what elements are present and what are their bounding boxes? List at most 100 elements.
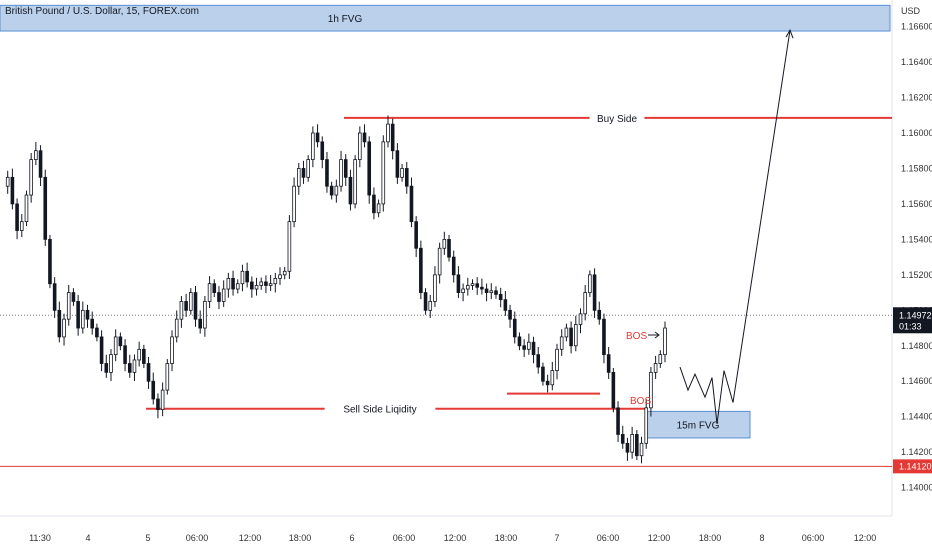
candle-body [250,281,254,290]
candle [57,301,62,343]
candle [231,270,235,296]
candle-body [362,132,367,143]
candle-body [156,398,160,411]
candle-body [545,380,550,386]
candle-body [24,194,29,223]
time-tick-label: 12:00 [648,533,671,543]
candle-body [15,203,19,231]
candle [466,277,470,296]
price-tick-label: 1.16000 [901,128,932,138]
candle [573,315,578,352]
candle [207,276,212,309]
projection-arrowhead [785,28,794,39]
candle-body [456,274,461,293]
candle [189,288,193,315]
candle [531,336,536,364]
candle [156,393,160,419]
candle [24,190,29,227]
candle [606,347,611,379]
candle-body [404,168,409,187]
candle [480,278,484,295]
candle [343,154,348,187]
candle [470,279,475,290]
time-tick-label: 7 [554,533,559,543]
candle [489,283,494,300]
candle [99,330,104,372]
candle-body [264,281,268,286]
time-tick-label: 06:00 [802,533,825,543]
candle-body [273,277,278,285]
candle-body [451,256,456,276]
price-tick-label: 1.16400 [901,57,932,67]
time-tick-label: 06:00 [393,533,416,543]
fvg-zone-label: 1h FVG [328,14,363,25]
candle [597,301,602,325]
candle [348,169,353,211]
candle-body [85,309,90,320]
candle-body [268,283,273,286]
fvg-zone-label: 15m FVG [677,421,720,432]
candle [5,170,10,194]
candle-body [390,123,395,152]
candle [38,145,43,187]
candle [240,264,245,292]
candle-body [5,176,10,187]
candle [104,354,109,378]
candle [409,177,414,228]
candle-body [536,354,541,368]
candle-body [287,221,292,272]
candle [386,115,390,148]
candle [437,242,442,284]
low-price-badge [893,459,932,474]
candle-body [43,176,48,240]
candle [456,266,461,299]
candle [484,283,489,302]
candle [353,155,357,209]
candle [334,179,339,203]
candle-body [578,313,583,325]
candle [508,304,512,328]
candle-body [409,185,414,223]
candle-body [470,283,475,286]
candle [34,142,38,166]
candle-body [34,150,38,160]
candle-body [109,354,113,373]
candle-body [259,281,264,286]
candle [179,295,184,328]
candle-body [606,354,611,373]
candle [559,329,564,356]
candle [203,295,207,337]
candle-body [62,318,66,338]
candle-body [81,309,85,329]
candle [282,266,287,280]
candle [404,161,409,194]
candle-body [522,345,526,350]
candle-body [10,176,15,205]
candle [235,279,240,294]
time-tick-label: 18:00 [699,533,722,543]
candle [625,437,630,461]
candle-body [90,318,95,329]
candle [320,136,325,169]
candle-body [221,288,226,302]
candle [315,124,320,148]
price-tick-label: 1.14800 [901,341,932,351]
candle-body [325,159,329,187]
candle-body [644,407,649,444]
candle [250,276,254,298]
candle-body [348,176,353,205]
candle [165,359,170,395]
candle [174,310,179,343]
candle-body [559,336,564,350]
candle [52,277,57,318]
candle-body [231,277,235,290]
time-tick-label: 4 [85,533,90,543]
candle-body [52,283,57,311]
candle [602,313,606,364]
candle-body [480,286,484,290]
candle-body [207,283,212,302]
candle [339,150,343,192]
candle [395,143,400,184]
candle [170,330,174,372]
